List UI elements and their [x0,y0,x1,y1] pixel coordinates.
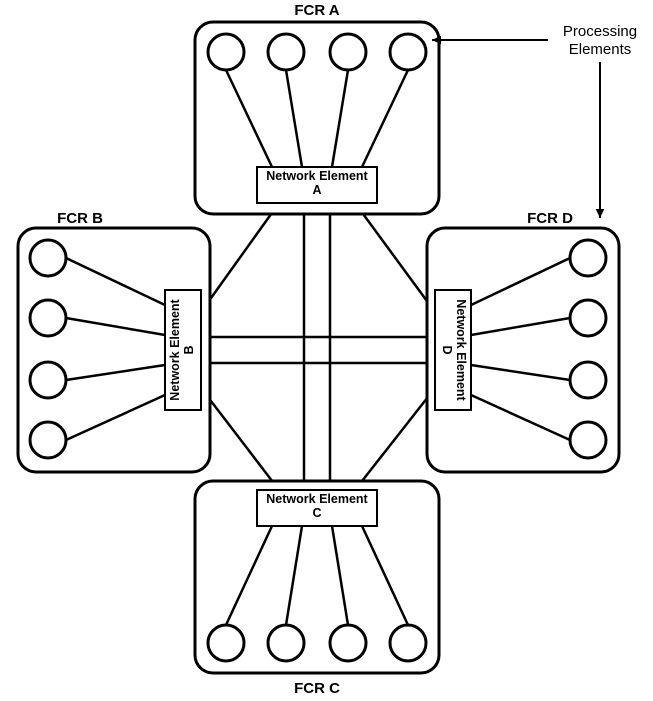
annotation-line1: Processing [563,23,637,40]
processing-element-icon [330,34,366,70]
processing-element-icon [570,362,606,398]
svg-text:Network Element: Network Element [266,169,368,183]
processing-element-icon [570,422,606,458]
interconnect-links [201,203,435,490]
processing-element-icon [208,625,244,661]
fcr-boxes [18,22,619,673]
svg-text:C: C [312,506,321,520]
link-C-D [355,388,435,490]
processing-element-icon [30,422,66,458]
processing-element-icon [268,34,304,70]
fcr-D-title: FCR D [527,210,573,227]
fcr-C-title: FCR C [294,680,340,697]
processing-element-icon [330,625,366,661]
svg-text:A: A [312,183,321,197]
svg-text:D: D [440,345,454,354]
processing-element-icon [390,34,426,70]
link-A-B [201,203,279,312]
processing-element-icon [30,362,66,398]
svg-text:Network Element: Network Element [266,492,368,506]
processing-element-icon [570,300,606,336]
processing-element-icon [390,625,426,661]
processing-element-icon [30,300,66,336]
processing-element-icon [570,240,606,276]
fcr-A-title: FCR A [294,2,339,19]
fcr-B-title: FCR B [57,210,103,227]
processing-element-icon [30,240,66,276]
svg-text:Network Element: Network Element [454,299,468,401]
link-A-D [355,203,435,312]
processing-element-icon [268,625,304,661]
svg-text:Network Element: Network Element [168,298,182,400]
annotation-line2: Elements [569,41,632,58]
link-C-B [201,388,279,490]
svg-text:B: B [182,345,196,354]
processing-element-icon [208,34,244,70]
